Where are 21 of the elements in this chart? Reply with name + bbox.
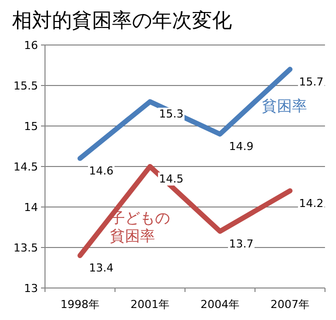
y-tick-label: 16 xyxy=(24,39,38,52)
data-label: 15.7 xyxy=(299,75,324,88)
series-label: 貧困率 xyxy=(262,97,308,116)
y-tick-label: 15 xyxy=(24,120,38,133)
data-label: 14.6 xyxy=(89,164,114,178)
y-tick-label: 15.5 xyxy=(14,80,38,92)
y-tick-label: 14.5 xyxy=(14,160,38,174)
data-label: 13.4 xyxy=(89,262,114,275)
data-label: 14.9 xyxy=(229,140,254,154)
y-tick-label: 13 xyxy=(24,282,38,295)
x-tick-label: 2007年 xyxy=(270,298,310,311)
title: 相対的貧困率の年次変化 xyxy=(12,8,232,32)
data-label: 13.7 xyxy=(229,237,254,250)
x-tick-label: 2004年 xyxy=(200,298,240,311)
data-label: 15.3 xyxy=(159,108,184,121)
x-tick-label: 2001年 xyxy=(130,298,170,311)
x-tick-label: 1998年 xyxy=(60,298,100,311)
data-label: 14.5 xyxy=(159,172,184,186)
data-label: 14.2 xyxy=(299,196,324,210)
y-tick-label: 14 xyxy=(24,201,38,214)
y-tick-label: 13.5 xyxy=(14,242,38,254)
